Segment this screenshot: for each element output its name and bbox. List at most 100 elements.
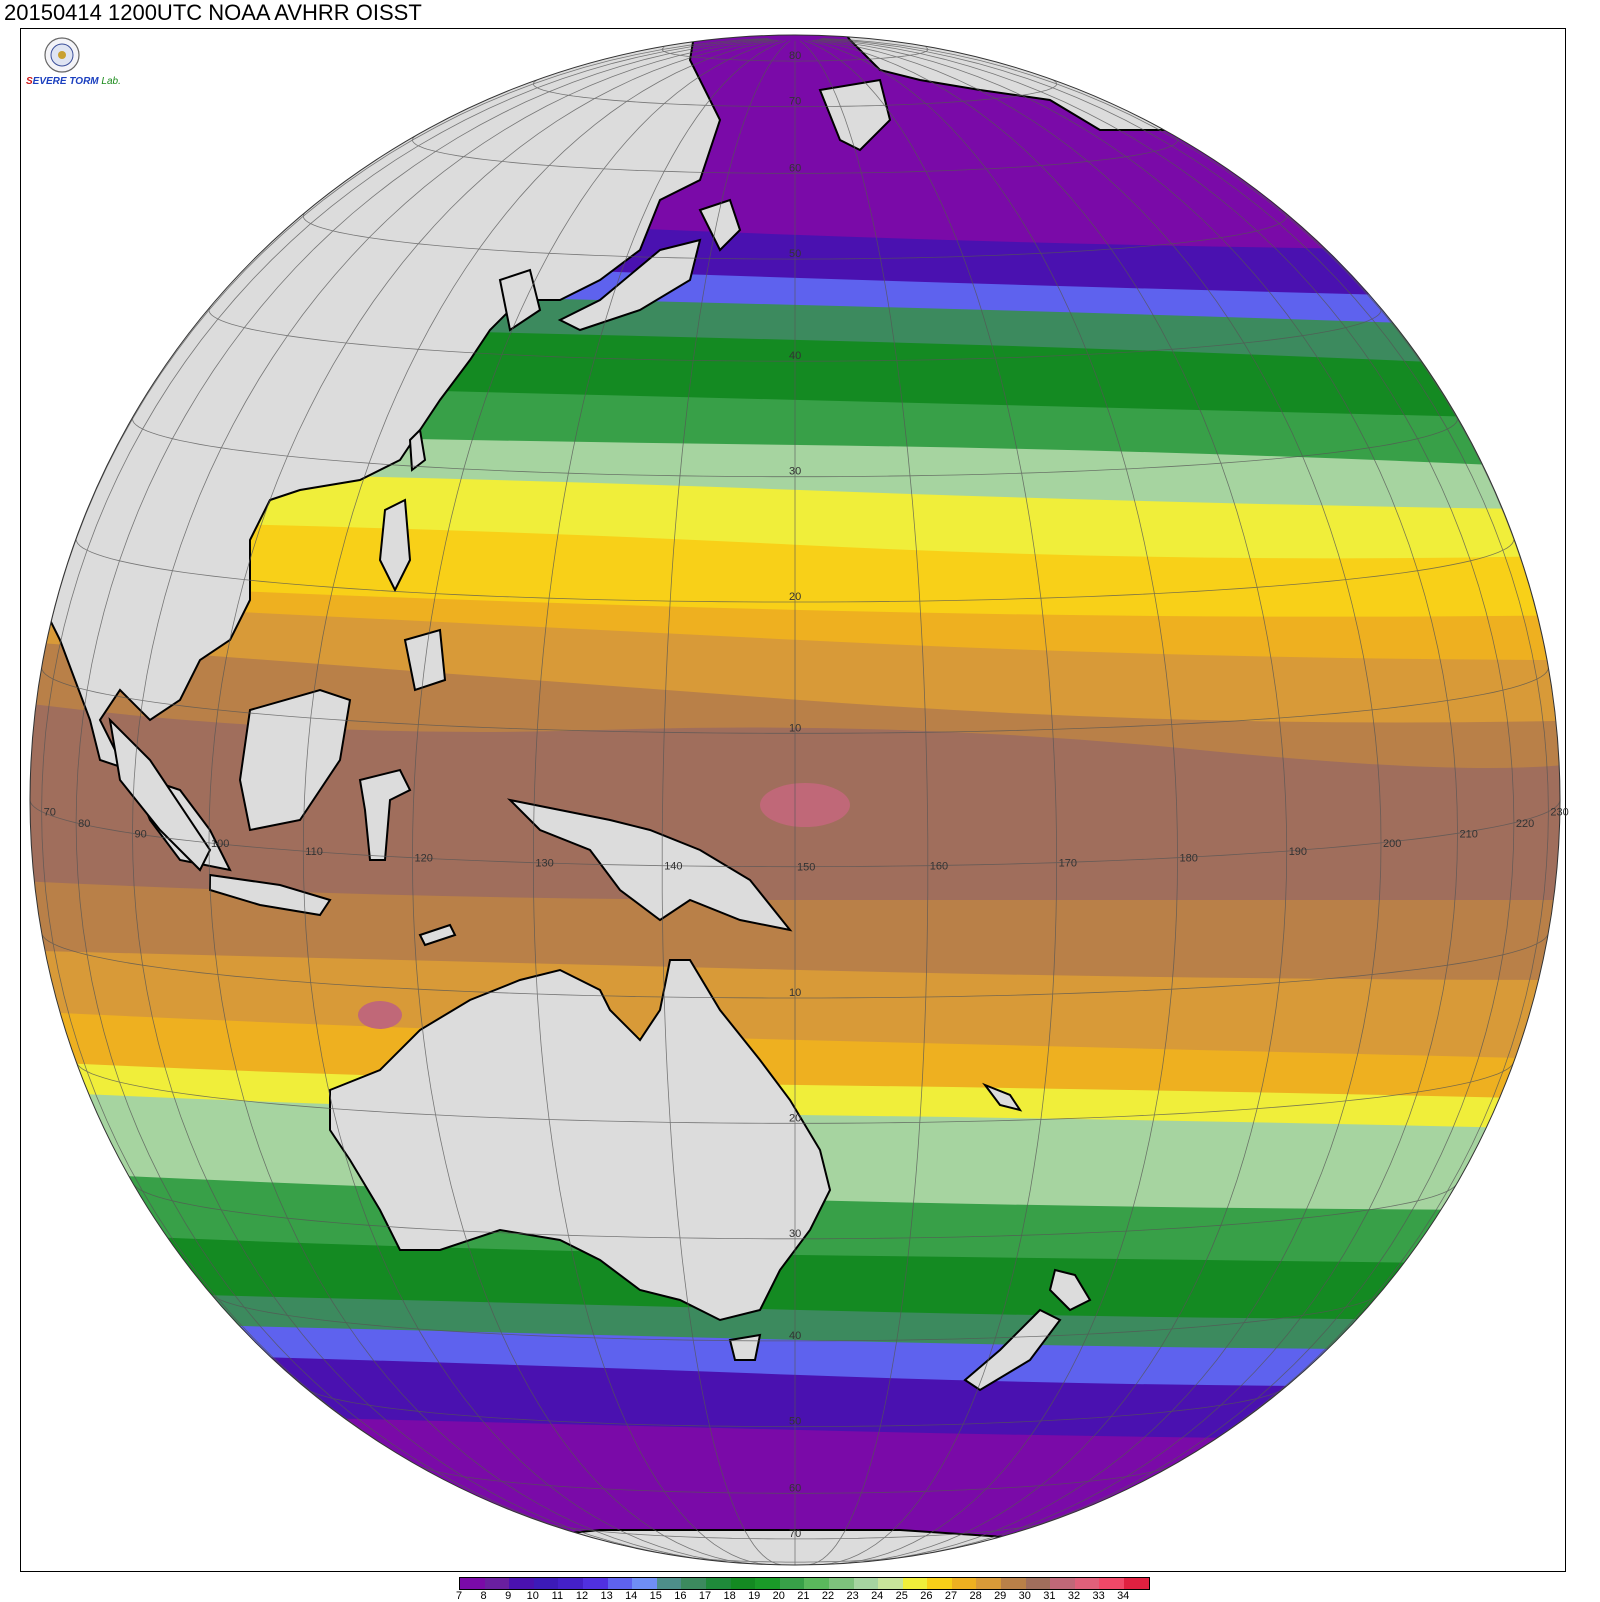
- colorbar-swatch: [656, 1578, 682, 1589]
- latitude-label: 80: [789, 50, 801, 62]
- parallel-line: [540, 1521, 1050, 1540]
- colorbar-tick-label: 14: [625, 1590, 638, 1602]
- meridian-line: [208, 39, 775, 1561]
- latitude-label: 20: [789, 1112, 801, 1124]
- colorbar-tick-label: 12: [575, 1590, 589, 1602]
- lab-seal-icon: [44, 37, 80, 73]
- severe-storm-lab-logo: SEVERE TORM Lab.: [26, 36, 121, 96]
- longitude-label: 200: [1383, 838, 1401, 850]
- colorbar-tick-label: 27: [944, 1590, 958, 1602]
- land-taiwan: [408, 427, 427, 472]
- parallel-line: [661, 47, 929, 62]
- land-new-zealand-north: [1048, 1268, 1092, 1312]
- land-new-zealand-south: [963, 1308, 1062, 1392]
- colorbar-tick-label: 32: [1067, 1590, 1081, 1602]
- colorbar-tick-label: 19: [748, 1590, 761, 1602]
- colorbar-swatch: [509, 1578, 534, 1589]
- colorbar-tick-label: 7: [455, 1590, 463, 1602]
- colorbar-tick-label: 31: [1043, 1590, 1056, 1602]
- land-kamchatka: [818, 78, 892, 152]
- meridian-line: [799, 40, 929, 1565]
- colorbar-labels: 7 8 9 10 11 12 13 14 15 16 17 18 19 20 21 22 23 24 25 26 27 2…: [455, 1590, 1149, 1602]
- longitude-label: 110: [305, 846, 323, 858]
- land-sulawesi: [358, 768, 412, 861]
- longitude-label: 90: [135, 828, 147, 840]
- colorbar-swatch: [460, 1578, 485, 1589]
- parallel-line: [41, 667, 1549, 734]
- parallel-line: [76, 1062, 1514, 1124]
- colorbar-swatch: [1001, 1578, 1026, 1589]
- longitude-label: 210: [1460, 828, 1478, 840]
- colorbar-tick-label: 16: [674, 1590, 687, 1602]
- parallel-line: [679, 1555, 911, 1563]
- latitude-label: 40: [789, 350, 801, 362]
- meridian-line: [75, 38, 770, 1540]
- colorbar-tick-label: 28: [969, 1590, 982, 1602]
- sst-hotspot-timor: [358, 1001, 402, 1029]
- globe-outline: [29, 34, 1561, 1566]
- colorbar-tick-label: 26: [920, 1590, 933, 1602]
- parallel-line: [211, 1294, 1379, 1342]
- meridian-line: [532, 40, 787, 1565]
- colorbar-tick-label: 17: [698, 1590, 712, 1602]
- latitude-label: 60: [789, 1482, 801, 1494]
- parallel-line: [41, 934, 1549, 999]
- land-new-guinea: [506, 798, 793, 932]
- colorbar-swatch: [533, 1578, 559, 1589]
- meridian-line: [41, 38, 769, 1479]
- longitude-label: 220: [1516, 818, 1534, 830]
- colorbar-tick-label: 34: [1117, 1590, 1130, 1602]
- colorbar-tick-label: 21: [797, 1590, 810, 1602]
- land-australia: [329, 959, 832, 1322]
- parallel-line: [302, 212, 1288, 260]
- latitude-label: 10: [789, 987, 801, 999]
- sst-hotspot-equatorial: [760, 783, 850, 827]
- land-philippines-mindanao: [403, 628, 447, 692]
- latitude-label: 70: [789, 1528, 801, 1540]
- longitude-label: 230: [1550, 807, 1568, 819]
- colorbar-swatch: [902, 1578, 928, 1589]
- colorbar-swatch: [1050, 1578, 1075, 1589]
- colorbar-tick-label: 29: [994, 1590, 1007, 1602]
- colorbar-swatch: [582, 1578, 608, 1589]
- colorbar-swatch: [558, 1578, 583, 1589]
- parallel-line: [532, 79, 1058, 108]
- meridian-line: [302, 39, 778, 1563]
- colorbar-swatch: [607, 1578, 633, 1589]
- graticule-labels: 70 80 90 100 110 120 130 140 150 160 170 180 190 200 2…: [44, 50, 1569, 1540]
- latitude-label: 20: [789, 591, 801, 603]
- colorbar-swatch: [804, 1578, 829, 1589]
- land-new-caledonia: [982, 1082, 1023, 1112]
- meridian-line: [661, 40, 791, 1565]
- meridian-line: [820, 38, 1515, 1540]
- colorbar-tick-label: 10: [526, 1590, 539, 1602]
- colorbar-swatch: [951, 1578, 977, 1589]
- parallel-line: [208, 306, 1382, 362]
- meridian-line: [815, 39, 1382, 1561]
- latitude-label: 40: [789, 1330, 801, 1342]
- meridian-line: [808, 40, 1178, 1565]
- land-japan-hokkaido: [698, 198, 742, 252]
- parallel-line: [75, 539, 1515, 603]
- colorbar: [459, 1577, 1150, 1590]
- colorbar-swatch: [632, 1578, 657, 1589]
- colorbar-tick-label: 24: [871, 1590, 884, 1602]
- land-borneo: [238, 688, 352, 832]
- colorbar-swatch: [853, 1578, 879, 1589]
- parallel-line: [305, 1387, 1285, 1428]
- latitude-label: 70: [789, 96, 801, 108]
- colorbar-tick-label: 30: [1018, 1590, 1031, 1602]
- latitude-label: 60: [789, 162, 801, 174]
- colorbar-swatch: [878, 1578, 903, 1589]
- colorbar-tick-label: 18: [723, 1590, 736, 1602]
- graticule: [30, 38, 1560, 1565]
- colorbar-swatch: [1124, 1578, 1149, 1589]
- longitude-label: 180: [1180, 853, 1198, 865]
- meridian-line: [412, 40, 782, 1565]
- latitude-label: 10: [789, 722, 801, 734]
- colorbar-tick-label: 9: [505, 1590, 512, 1602]
- meridian-line: [821, 38, 1549, 1479]
- latitude-label: 50: [789, 1416, 801, 1428]
- longitude-label: 130: [535, 858, 553, 870]
